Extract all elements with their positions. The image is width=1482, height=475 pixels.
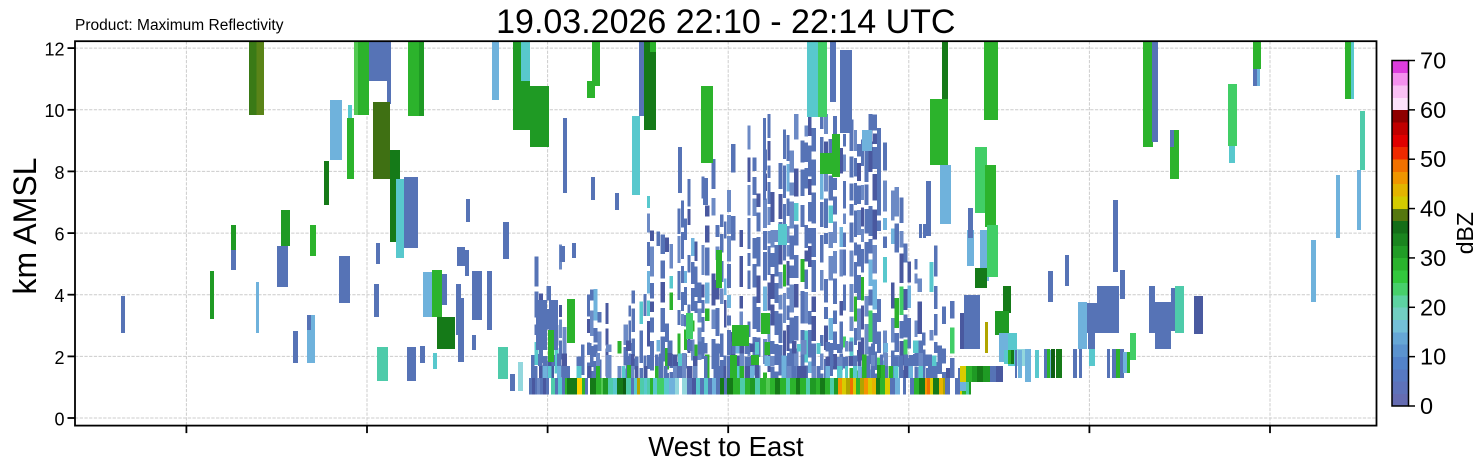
svg-text:0: 0: [1420, 393, 1433, 419]
svg-text:50: 50: [1420, 146, 1446, 172]
svg-text:8: 8: [54, 163, 64, 183]
svg-text:2: 2: [54, 348, 64, 368]
svg-text:10: 10: [44, 101, 64, 121]
svg-text:60: 60: [1420, 97, 1446, 123]
svg-text:70: 70: [1420, 48, 1446, 74]
svg-text:km AMSL: km AMSL: [7, 158, 43, 295]
svg-text:10: 10: [1420, 344, 1446, 370]
svg-text:Product: Maximum Reflectivity: Product: Maximum Reflectivity: [75, 17, 284, 34]
svg-text:30: 30: [1420, 245, 1446, 271]
svg-text:dBZ: dBZ: [1452, 212, 1478, 254]
svg-text:12: 12: [44, 40, 64, 60]
svg-text:40: 40: [1420, 196, 1446, 222]
svg-text:0: 0: [54, 410, 64, 430]
svg-text:West to East: West to East: [648, 431, 804, 462]
svg-text:6: 6: [54, 225, 64, 245]
svg-text:19.03.2026 22:10 - 22:14 UTC: 19.03.2026 22:10 - 22:14 UTC: [496, 3, 955, 41]
svg-text:20: 20: [1420, 294, 1446, 320]
svg-text:4: 4: [54, 286, 64, 306]
